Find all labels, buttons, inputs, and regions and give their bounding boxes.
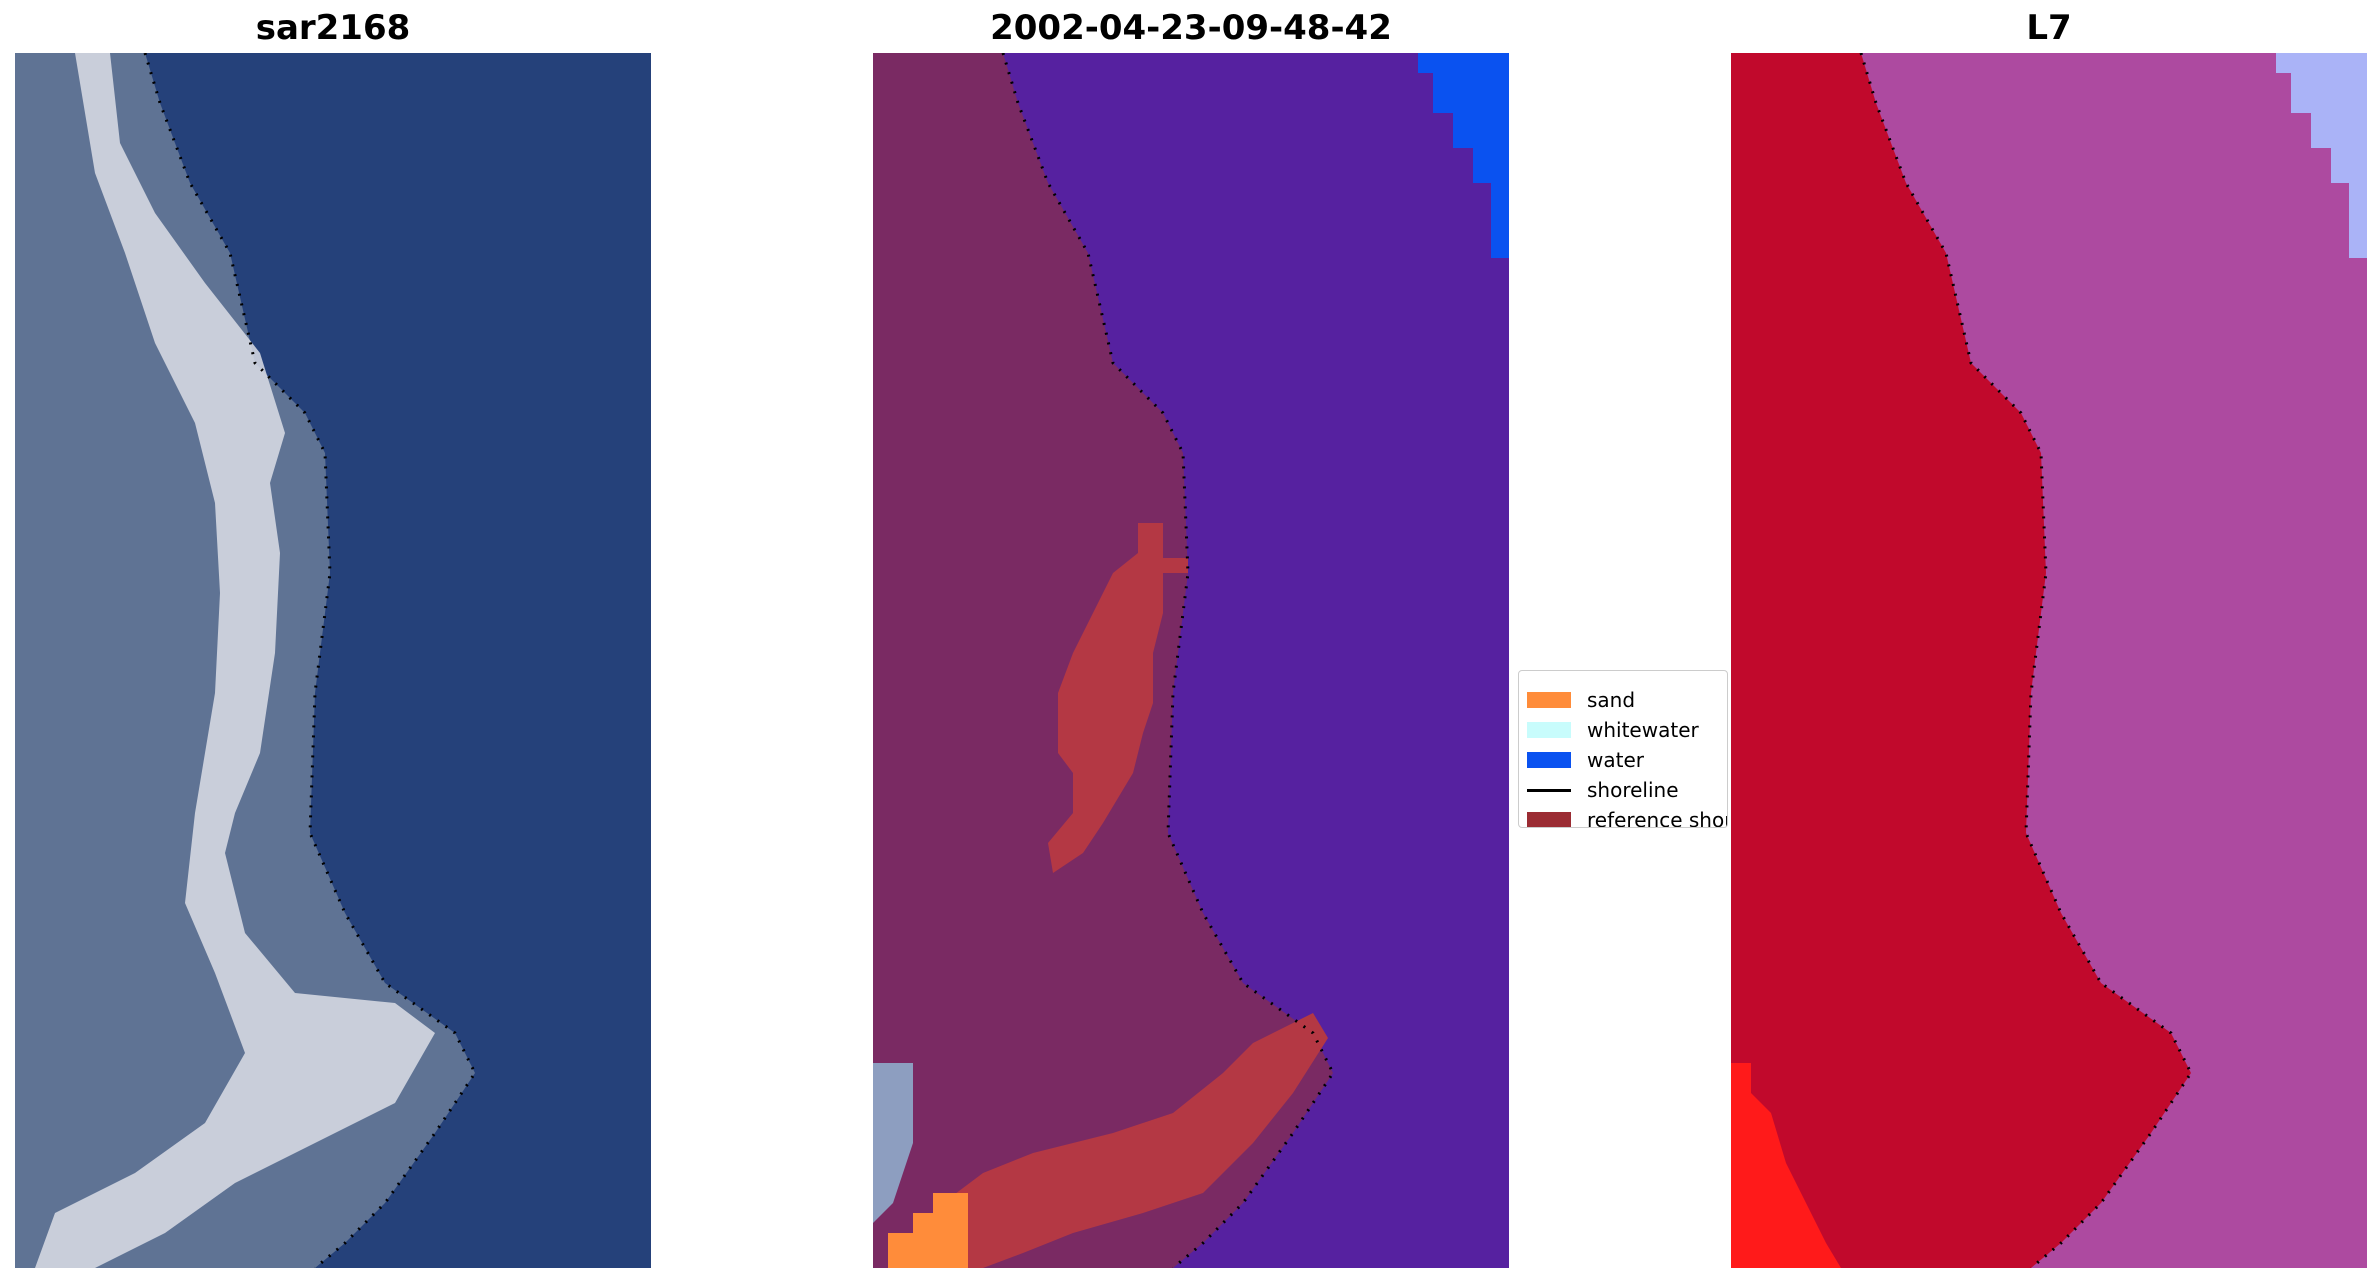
classified-land-corner [873, 1063, 913, 1223]
rgb-image-panel [15, 53, 651, 1268]
panel-title-classified: 2002-04-23-09-48-42 [990, 8, 1392, 48]
legend-swatch-reference-shoreline [1527, 812, 1571, 827]
index-high-patch [2276, 53, 2367, 258]
panel-title-rgb: sar2168 [255, 8, 411, 48]
index-low-patch [1731, 1063, 1841, 1268]
classified-image-panel [873, 53, 1509, 1268]
rgb-image [15, 53, 651, 1268]
legend-swatch-sand [1527, 692, 1571, 708]
legend-label-reference-shoreline: reference shoreline buffer [1587, 808, 1728, 828]
legend-label-water: water [1587, 748, 1644, 772]
legend-swatch-whitewater [1527, 722, 1571, 738]
index-image [1731, 53, 2367, 1268]
rgb-whitewater-ridge [35, 53, 435, 1268]
index-image-panel [1731, 53, 2367, 1268]
legend: sand whitewater water shoreline referenc… [1518, 670, 1728, 828]
legend-item-water: water [1527, 746, 1644, 774]
legend-item-reference-shoreline: reference shoreline buffer [1527, 806, 1728, 828]
index-land-area [1731, 53, 2191, 1268]
legend-swatch-water [1527, 752, 1571, 768]
legend-label-shoreline: shoreline [1587, 778, 1679, 802]
legend-swatch-shoreline [1527, 788, 1571, 792]
legend-item-shoreline: shoreline [1527, 776, 1679, 804]
reference-shoreline-buffer-lower [943, 1013, 1328, 1268]
reference-shoreline-buffer-upper [1048, 523, 1188, 873]
panel-title-index: L7 [2026, 8, 2072, 48]
classified-sand-patch [888, 1193, 968, 1268]
legend-item-whitewater: whitewater [1527, 716, 1699, 744]
classified-water-patch [1418, 53, 1509, 258]
legend-label-whitewater: whitewater [1587, 718, 1699, 742]
classified-image [873, 53, 1509, 1268]
legend-label-sand: sand [1587, 688, 1636, 712]
legend-item-sand: sand [1527, 686, 1635, 714]
